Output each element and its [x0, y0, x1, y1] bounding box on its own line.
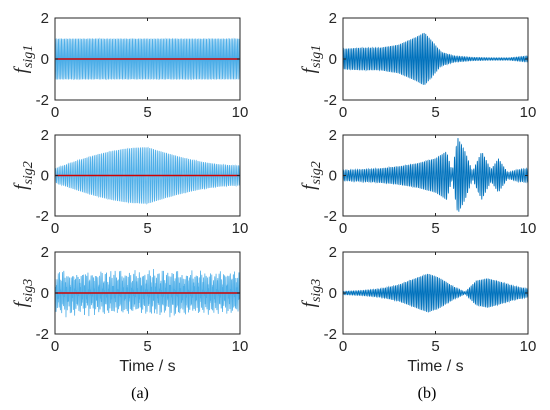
- y-axis-label-main: f: [299, 182, 320, 190]
- y-tick-label: 0: [329, 51, 337, 68]
- y-axis-label: fsig1: [299, 45, 324, 74]
- y-tick-label: -2: [36, 208, 49, 225]
- y-tick-label: 2: [329, 127, 337, 144]
- y-axis-label-sub: sig1: [21, 45, 36, 68]
- y-tick-label: 0: [329, 285, 337, 302]
- x-tick-label: 10: [232, 104, 249, 121]
- y-tick-label: 2: [329, 244, 337, 261]
- series-line-b2: [343, 138, 528, 212]
- x-tick-label: 10: [232, 220, 249, 237]
- y-axis-label-main: f: [11, 299, 32, 307]
- series-line-b1: [343, 32, 528, 85]
- y-tick-label: 2: [41, 244, 49, 261]
- y-tick-label: 0: [41, 285, 49, 302]
- y-axis-label: fsig3: [11, 279, 36, 308]
- y-axis-label-main: f: [11, 65, 32, 73]
- series-line-a1: [55, 37, 240, 81]
- x-tick-label: 5: [431, 338, 439, 355]
- x-tick-label: 0: [339, 338, 347, 355]
- y-axis-label: fsig2: [299, 161, 324, 190]
- x-tick-label: 5: [143, 338, 151, 355]
- x-tick-label: 5: [143, 220, 151, 237]
- x-tick-label: 0: [51, 104, 59, 121]
- x-tick-label: 0: [339, 220, 347, 237]
- y-tick-label: -2: [36, 326, 49, 343]
- x-tick-label: 5: [143, 104, 151, 121]
- y-axis-label: fsig1: [11, 45, 36, 74]
- x-tick-label: 5: [431, 104, 439, 121]
- series-line-b3: [343, 273, 528, 313]
- x-tick-label: 0: [339, 104, 347, 121]
- series-line-a2: [55, 146, 240, 205]
- y-tick-label: 2: [41, 10, 49, 27]
- caption-b: (b): [418, 385, 437, 402]
- y-axis-label-main: f: [299, 299, 320, 307]
- x-tick-label: 5: [431, 220, 439, 237]
- y-axis-label-main: f: [299, 65, 320, 73]
- y-axis-label-sub: sig3: [21, 279, 36, 302]
- caption-a: (a): [131, 385, 149, 402]
- y-tick-label: 2: [329, 10, 337, 27]
- x-tick-label: 0: [51, 338, 59, 355]
- y-tick-label: 0: [329, 168, 337, 185]
- y-axis-label: fsig2: [11, 161, 36, 190]
- y-tick-label: 0: [41, 168, 49, 185]
- y-tick-label: 2: [41, 127, 49, 144]
- x-axis-label: Time / s: [407, 358, 463, 375]
- y-tick-label: -2: [324, 326, 337, 343]
- y-axis-label-main: f: [11, 182, 32, 190]
- y-tick-label: -2: [324, 208, 337, 225]
- x-axis-label: Time / s: [119, 358, 175, 375]
- y-axis-label-sub: sig1: [309, 45, 324, 68]
- y-tick-label: -2: [36, 92, 49, 109]
- x-tick-label: 10: [232, 338, 249, 355]
- x-tick-label: 10: [520, 338, 537, 355]
- y-tick-label: -2: [324, 92, 337, 109]
- x-tick-label: 10: [520, 220, 537, 237]
- y-tick-label: 0: [41, 51, 49, 68]
- x-tick-label: 0: [51, 220, 59, 237]
- y-axis-label-sub: sig2: [21, 161, 36, 184]
- y-axis-label-sub: sig3: [309, 279, 324, 302]
- y-axis-label: fsig3: [299, 279, 324, 308]
- x-tick-label: 10: [520, 104, 537, 121]
- y-axis-label-sub: sig2: [309, 161, 324, 184]
